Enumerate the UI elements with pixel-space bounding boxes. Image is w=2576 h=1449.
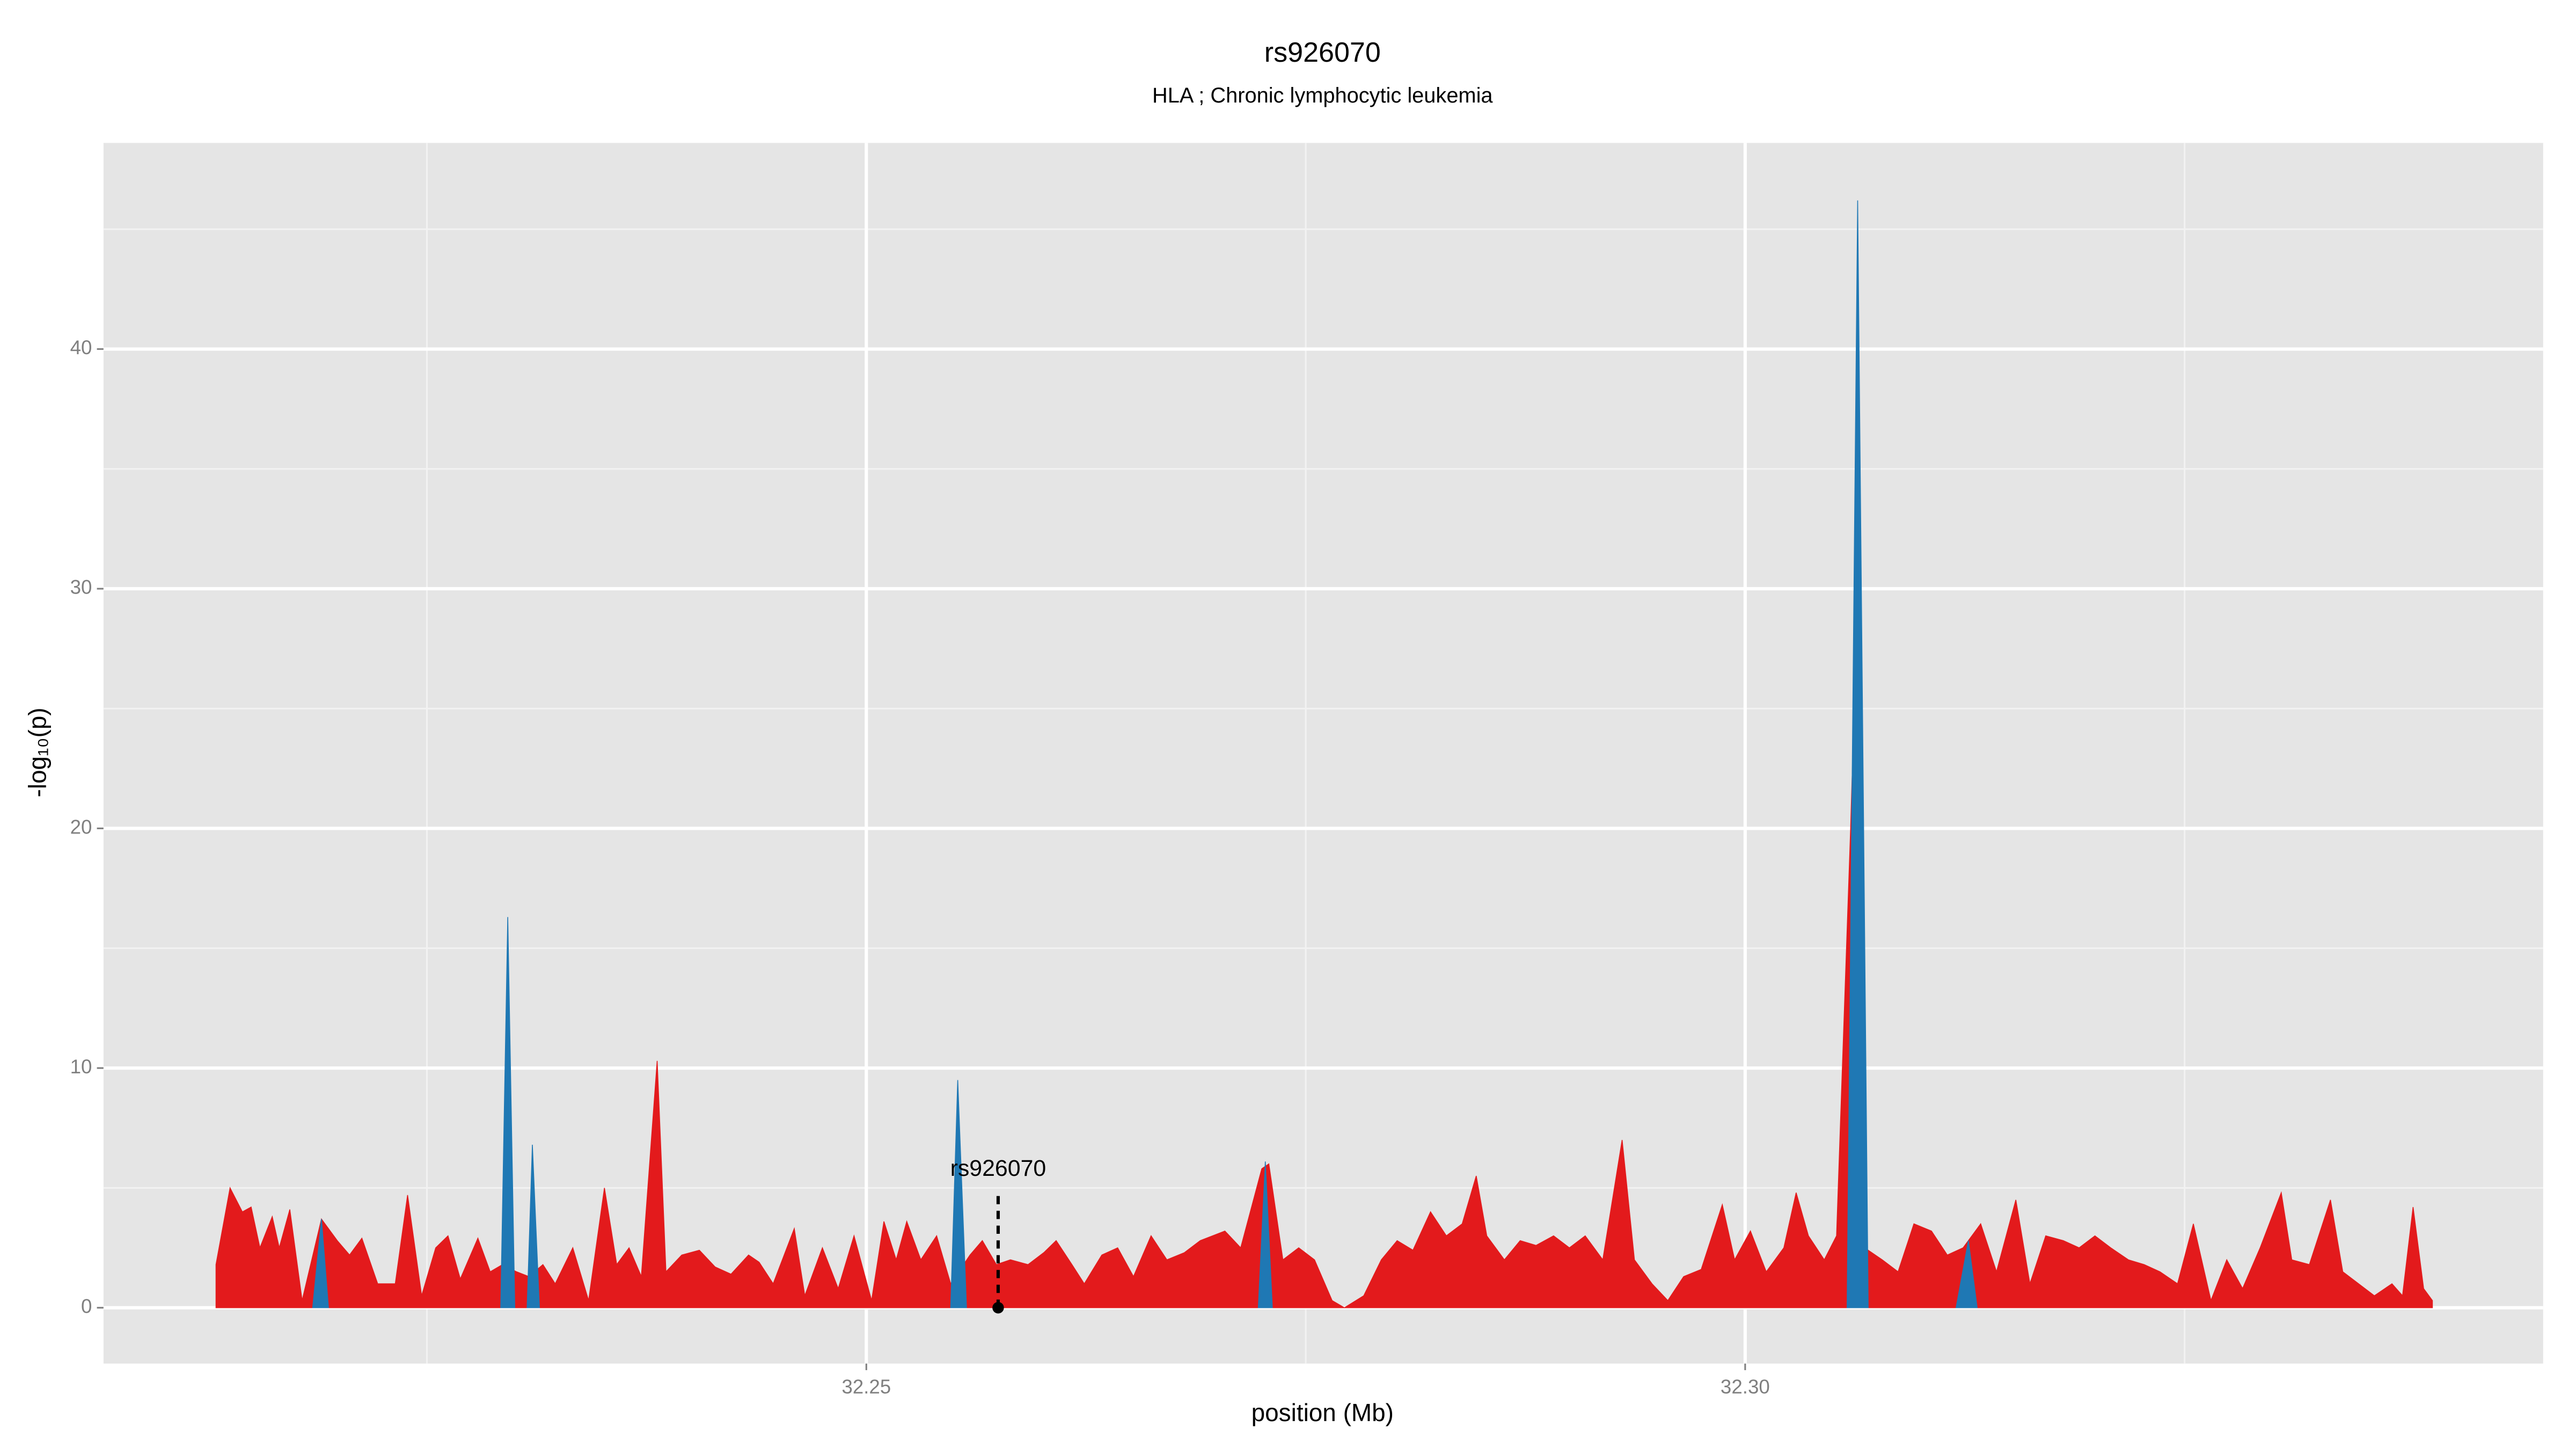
y-tick-label: 40 — [70, 336, 92, 358]
y-axis-label: -log₁₀(p) — [24, 707, 52, 797]
plot-panel — [103, 143, 2543, 1364]
x-tick-label: 32.30 — [1721, 1375, 1770, 1397]
y-tick-label: 0 — [81, 1295, 92, 1317]
annotation-point — [992, 1302, 1004, 1314]
x-tick-label: 32.25 — [841, 1375, 891, 1397]
area — [312, 200, 1978, 1308]
annotation-label: rs926070 — [950, 1155, 1046, 1181]
y-tick-label: 10 — [70, 1056, 92, 1078]
chart-title: rs926070 — [1264, 37, 1381, 68]
chart-subtitle: HLA ; Chronic lymphocytic leukemia — [1152, 84, 1493, 107]
x-axis-label: position (Mb) — [1252, 1399, 1394, 1426]
y-tick-label: 20 — [70, 816, 92, 838]
y-tick-label: 30 — [70, 576, 92, 598]
